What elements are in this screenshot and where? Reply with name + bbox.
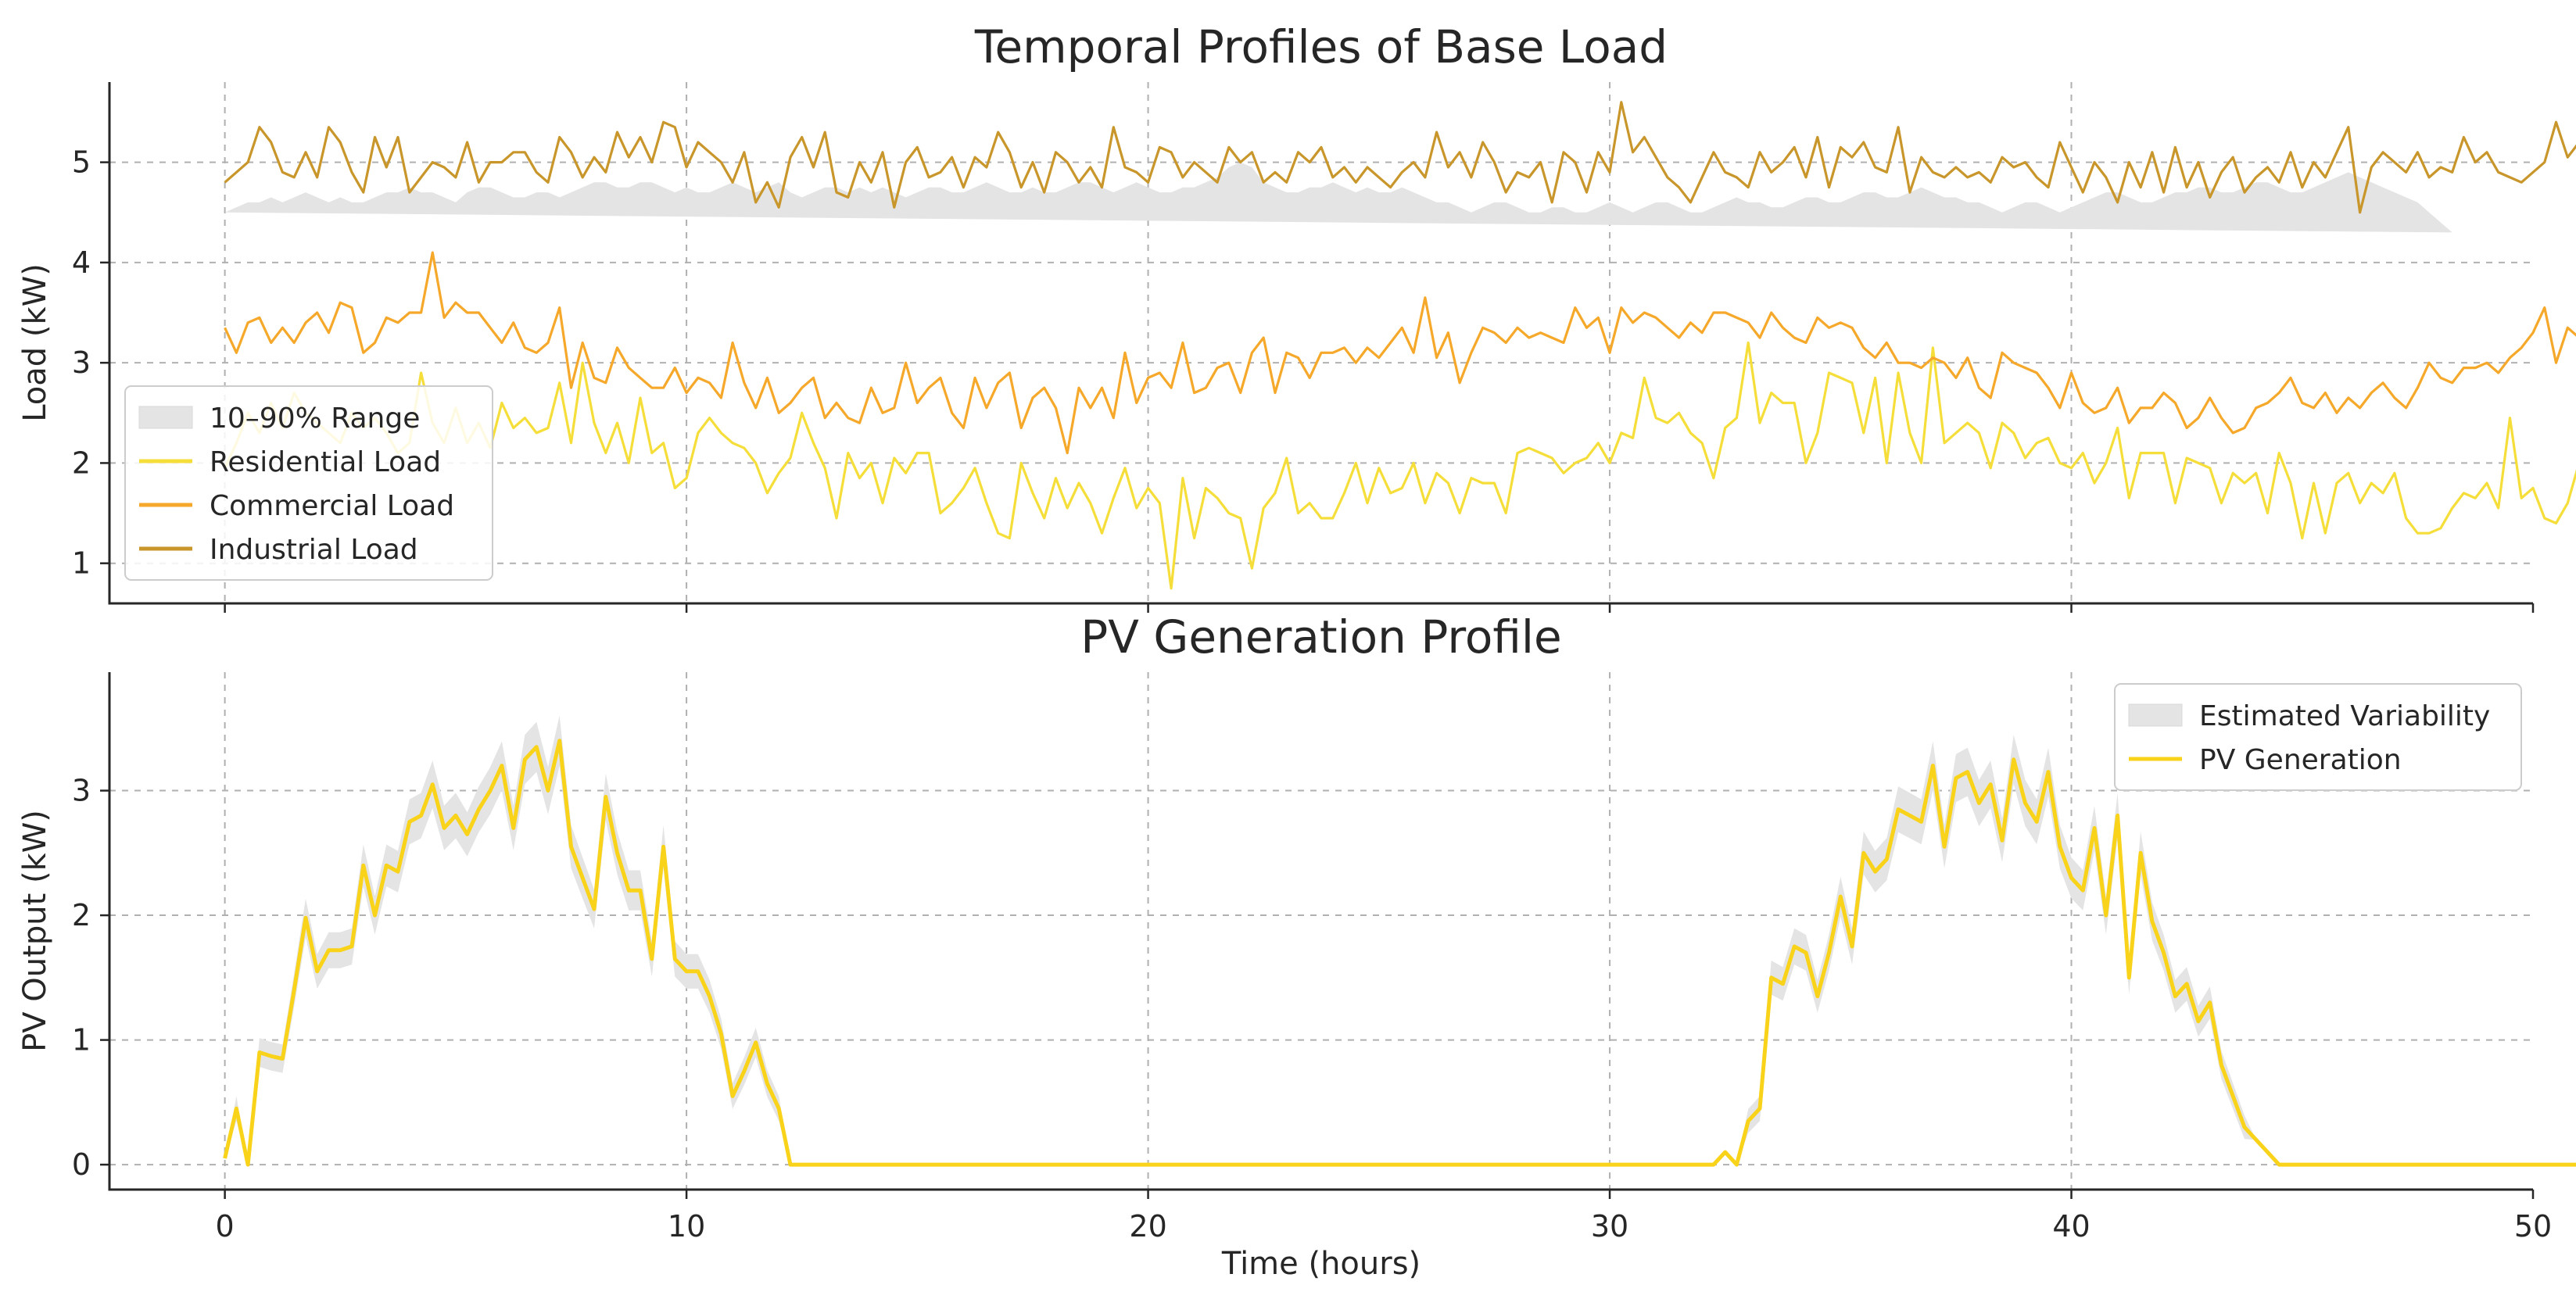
legend-swatch-estimated-variability — [2128, 703, 2183, 727]
base-load-range-band — [224, 162, 2452, 233]
base-load-ticks: 1 2 3 4 5 — [72, 145, 2535, 613]
y-tick-label: 1 — [72, 1023, 91, 1057]
pv-ticks: 0 10 20 30 40 50 0 1 2 3 — [72, 774, 2552, 1244]
pv-axes — [108, 672, 2533, 1191]
base-load-y-axis-label: Load (kW) — [17, 263, 53, 422]
pv-series-group — [223, 739, 2576, 1167]
y-tick-label: 1 — [72, 546, 91, 581]
legend-label-10-90-range: 10–90% Range — [210, 403, 420, 435]
base-load-axes — [108, 82, 2533, 605]
legend-label-industrial-load: Industrial Load — [210, 534, 418, 566]
y-tick-label: 2 — [72, 446, 91, 480]
base-load-title: Temporal Profiles of Base Load — [974, 20, 1668, 73]
x-tick-label: 40 — [2052, 1209, 2090, 1244]
x-tick-label: 20 — [1129, 1209, 1166, 1244]
y-tick-label: 5 — [72, 145, 91, 180]
base-load-series-group — [224, 101, 2576, 590]
series-line-industrial-load — [224, 101, 2576, 214]
legend-swatch-10-90-range — [138, 406, 193, 429]
x-tick-label: 30 — [1591, 1209, 1628, 1244]
base-load-legend: 10–90% Range Residential Load Commercial L… — [124, 385, 493, 581]
series-line-commercial-load — [224, 251, 2576, 455]
series-line-residential-load — [224, 341, 2576, 590]
legend-label-estimated-variability: Estimated Variability — [2199, 700, 2490, 732]
pv-legend: Estimated Variability PV Generation — [2114, 683, 2522, 791]
axis-spines — [108, 82, 2533, 605]
x-tick-label: 10 — [668, 1209, 705, 1244]
x-tick-label: 50 — [2514, 1209, 2552, 1244]
axis-spines — [108, 672, 2533, 1191]
pv-title: PV Generation Profile — [1080, 610, 1561, 664]
legend-label-commercial-load: Commercial Load — [210, 490, 454, 522]
y-tick-label: 0 — [72, 1147, 91, 1182]
legend-frame — [2114, 683, 2522, 791]
legend-label-residential-load: Residential Load — [210, 446, 441, 478]
y-tick-label: 2 — [72, 898, 91, 932]
pv-panel: 0 10 20 30 40 50 0 1 2 3 PV Generation Profile PV… — [17, 610, 2576, 1282]
y-tick-label: 4 — [72, 245, 91, 280]
legend-label-pv-generation: PV Generation — [2199, 744, 2402, 776]
x-axis-label: Time (hours) — [1221, 1246, 1421, 1282]
y-tick-label: 3 — [72, 774, 91, 808]
y-tick-label: 3 — [72, 345, 91, 380]
pv-y-axis-label: PV Output (kW) — [17, 810, 53, 1052]
x-tick-label: 0 — [216, 1209, 235, 1244]
base-load-panel: 1 2 3 4 5 Temporal Profiles of Base Load Loa… — [17, 20, 2576, 613]
series-line-pv-generation — [223, 739, 2576, 1167]
legend-frame — [124, 385, 493, 581]
